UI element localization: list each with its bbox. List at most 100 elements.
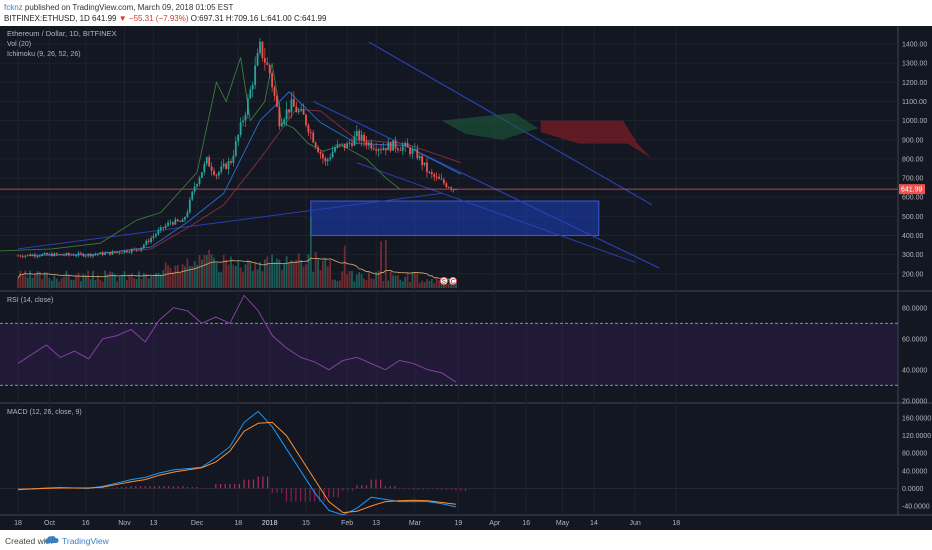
volume-bar	[244, 264, 247, 288]
candle-body	[191, 191, 194, 200]
candle-body	[363, 134, 365, 142]
tradingview-brand-link[interactable]: TradingView	[62, 536, 109, 546]
x-axis-label: 19	[455, 520, 463, 527]
candle-body	[242, 120, 244, 123]
candle-body	[157, 230, 160, 235]
candle-body	[411, 149, 414, 155]
volume-bar	[242, 271, 244, 288]
candle-body	[331, 151, 334, 158]
candle-body	[329, 157, 332, 160]
candle-body	[184, 216, 186, 220]
candle-body	[118, 252, 121, 254]
volume-bar	[186, 258, 189, 288]
candle-body	[372, 148, 375, 150]
volume-bar	[438, 280, 440, 288]
candle-body	[104, 252, 107, 255]
candle-body	[452, 189, 455, 191]
candle-body	[222, 163, 225, 167]
price-tick-label: 1200.00	[902, 80, 927, 87]
volume-bar	[174, 265, 177, 288]
candle-body	[416, 149, 419, 159]
volume-bar	[24, 270, 27, 288]
candle-body	[397, 148, 399, 151]
candle-body	[220, 166, 223, 173]
volume-bar	[338, 280, 341, 288]
volume-bar	[133, 278, 136, 288]
volume-bar	[225, 259, 228, 288]
last-price-badge	[899, 184, 925, 195]
volume-bar	[99, 279, 102, 288]
candle-body	[307, 125, 310, 133]
macd-pane-title: MACD (12, 26, close, 9)	[7, 409, 82, 416]
candle-body	[406, 142, 409, 148]
volume-bar	[87, 270, 90, 288]
candle-body	[290, 99, 293, 113]
close-value: C:641.99	[293, 14, 327, 23]
volume-bar	[94, 280, 97, 288]
candle-body	[302, 109, 305, 115]
macd-tick-label: 160.0000	[902, 416, 931, 423]
volume-bar	[77, 272, 80, 288]
volume-bar	[46, 272, 48, 288]
volume-bar	[302, 266, 305, 288]
candle-body	[203, 163, 206, 173]
x-axis-label: Mar	[409, 520, 422, 527]
volume-bar	[150, 276, 152, 288]
volume-bar	[409, 281, 411, 288]
volume-bar	[380, 241, 382, 288]
candle-body	[440, 178, 443, 180]
price-tick-label: 800.00	[902, 156, 924, 163]
volume-bar	[305, 264, 307, 288]
candle-body	[24, 255, 27, 257]
candle-body	[87, 253, 90, 256]
volume-bar	[394, 275, 397, 288]
volume-bar	[217, 271, 220, 288]
x-axis-label: 18	[672, 520, 680, 527]
volume-bar	[145, 273, 148, 288]
created-with-label: Created with	[5, 536, 53, 546]
candle-body	[130, 249, 133, 253]
x-axis-label: Apr	[489, 520, 501, 527]
rsi-tick-label: 80.0000	[902, 305, 927, 312]
volume-bar	[392, 275, 394, 288]
volume-bar	[213, 257, 215, 288]
volume-bar	[322, 260, 324, 288]
volume-bar	[210, 254, 213, 288]
channel-line-lower	[312, 100, 660, 269]
snapshot-header: fcknz published on TradingView.com, Marc…	[0, 0, 932, 26]
candle-body	[443, 179, 445, 184]
candle-body	[348, 143, 351, 144]
chart-canvas[interactable]: 1400.00 1300.00 1200.00 1100.00 1000.00 900.0…	[0, 26, 932, 530]
volume-bar	[142, 272, 145, 288]
candle-body	[152, 236, 155, 239]
candle-body	[55, 253, 58, 255]
volume-bar	[399, 279, 402, 288]
volume-bar	[239, 267, 242, 288]
volume-bar	[447, 283, 450, 288]
candle-body	[174, 219, 177, 225]
candle-body	[227, 161, 230, 169]
author-link[interactable]: fcknz	[4, 3, 23, 12]
candle-body	[300, 109, 303, 111]
volume-bar	[193, 261, 196, 288]
candle-body	[111, 251, 114, 255]
volume-bar	[343, 245, 346, 288]
candle-body	[353, 136, 356, 146]
volume-bar	[404, 276, 407, 288]
candle-body	[94, 254, 97, 256]
x-axis-label: 14	[590, 520, 598, 527]
candle-body	[297, 110, 300, 113]
candle-body	[273, 87, 276, 96]
x-axis-label: 13	[150, 520, 158, 527]
candle-body	[72, 254, 75, 256]
candle-body	[34, 254, 36, 257]
volume-bar	[222, 254, 225, 288]
candle-body	[82, 253, 85, 257]
volume-bar	[191, 265, 194, 288]
candle-body	[237, 135, 240, 142]
volume-bar	[84, 274, 87, 288]
macd-tick-label: 80.0000	[902, 451, 927, 458]
candle-body	[75, 255, 77, 257]
volume-bar	[203, 254, 206, 288]
volume-bar	[295, 259, 298, 288]
